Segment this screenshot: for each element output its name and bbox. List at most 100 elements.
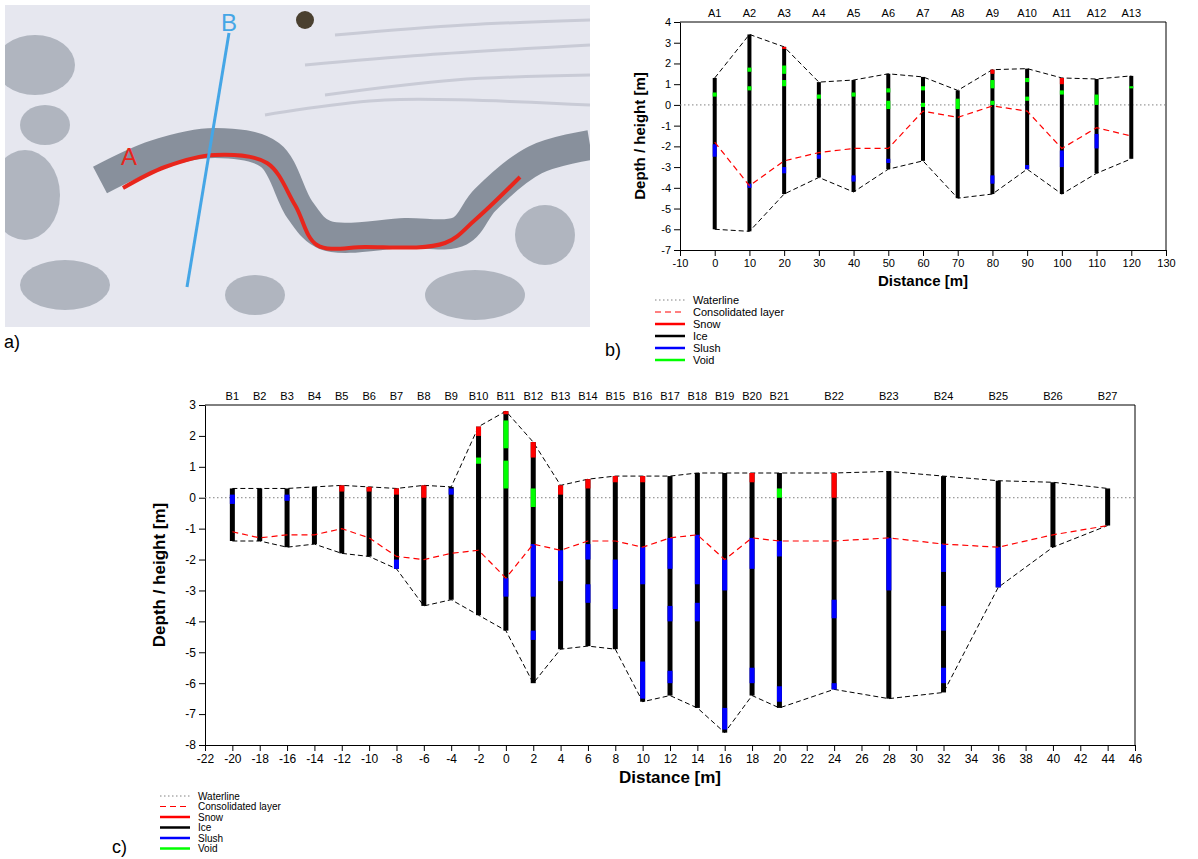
legend-label: Ice xyxy=(198,822,212,833)
legend-swatch xyxy=(655,323,685,326)
tick: 18 xyxy=(746,745,760,766)
core-label: B12 xyxy=(523,390,543,402)
core-layer xyxy=(503,420,508,448)
core-column xyxy=(312,487,317,544)
tick: 16 xyxy=(719,745,733,766)
tick: -2 xyxy=(474,745,485,766)
tick: -2 xyxy=(661,140,680,152)
tick-label: -1 xyxy=(185,522,196,536)
photo-rubble xyxy=(5,150,60,240)
tick-mark xyxy=(342,745,343,751)
legend-label: Consolidated layer xyxy=(198,801,281,812)
core-label: A3 xyxy=(777,7,790,19)
core-layer xyxy=(886,101,890,109)
tick-mark xyxy=(1131,250,1132,256)
tick: 8 xyxy=(612,745,619,766)
core-label: B10 xyxy=(469,390,489,402)
core-layer xyxy=(713,92,717,96)
tick: 2 xyxy=(189,429,205,443)
tick-mark xyxy=(533,745,534,751)
core-layer xyxy=(1129,86,1133,88)
photo-rubble xyxy=(515,205,575,265)
tick-mark xyxy=(199,405,205,406)
tick-label: 100 xyxy=(1053,257,1071,269)
core-layer xyxy=(1095,134,1099,149)
tick: -8 xyxy=(392,745,403,766)
tick-label: 38 xyxy=(1019,752,1033,766)
core-layer xyxy=(1025,78,1029,82)
tick-label: -18 xyxy=(252,752,270,766)
tick-label: -2 xyxy=(474,752,485,766)
tick-label: -1 xyxy=(661,120,671,132)
core-label: A2 xyxy=(743,7,756,19)
core-layer xyxy=(531,544,536,597)
core-layer xyxy=(421,485,426,497)
tick: 22 xyxy=(801,745,815,766)
core-label: A1 xyxy=(708,7,721,19)
tick: 2 xyxy=(665,57,680,69)
tick: 0 xyxy=(712,250,718,269)
tick-mark xyxy=(779,745,780,751)
tick-mark xyxy=(1026,745,1027,751)
photo-track xyxy=(325,75,590,95)
tick-mark xyxy=(674,250,680,251)
core-layer xyxy=(1025,165,1029,169)
core-layer xyxy=(695,603,700,622)
core-layer xyxy=(782,66,786,74)
tick-mark xyxy=(314,745,315,751)
photo-rubble xyxy=(20,105,70,145)
core-layer xyxy=(394,560,399,569)
core-layer xyxy=(777,488,782,497)
core-layer xyxy=(990,101,994,105)
tick-mark xyxy=(615,745,616,751)
core-layer xyxy=(713,144,717,156)
photo-track xyxy=(305,45,590,65)
tick-mark xyxy=(424,745,425,751)
legend-swatch xyxy=(655,312,685,313)
core-layer xyxy=(782,80,786,86)
core-label: A11 xyxy=(1052,7,1071,19)
tick-label: 0 xyxy=(189,491,196,505)
core-layer xyxy=(747,86,751,90)
tick-label: 2 xyxy=(189,429,196,443)
tick: 1 xyxy=(189,460,205,474)
tick-mark xyxy=(199,621,205,622)
tick-mark xyxy=(752,745,753,751)
core-column xyxy=(777,473,782,708)
tick-mark xyxy=(674,63,680,64)
core-layer xyxy=(285,495,290,501)
core-label: A10 xyxy=(1017,7,1037,19)
core-layer xyxy=(668,538,673,569)
tick-label: 16 xyxy=(719,752,733,766)
tick-mark xyxy=(861,745,862,751)
tick-label: -6 xyxy=(185,677,196,691)
tick-label: -3 xyxy=(661,161,671,173)
tick-mark xyxy=(674,105,680,106)
chart-panel: -22-20-18-16-14-12-10-8-6-4-202468101214… xyxy=(150,390,1142,854)
core-layer xyxy=(750,538,755,569)
axis-line xyxy=(205,406,206,746)
tick-label: 40 xyxy=(1047,752,1061,766)
tick: 3 xyxy=(665,37,680,49)
core-layer xyxy=(956,99,960,109)
tick-mark xyxy=(506,745,507,751)
photo-track xyxy=(335,20,590,35)
tick-mark xyxy=(643,745,644,751)
core-layer xyxy=(1095,95,1099,105)
core-layer xyxy=(585,584,590,603)
core-layer xyxy=(852,92,856,96)
chart-panel: -100102030405060708090100110120130-7-6-5… xyxy=(631,7,1176,366)
tick: -18 xyxy=(252,745,270,766)
core-column xyxy=(421,485,426,606)
tick: -5 xyxy=(661,203,680,215)
core-label: B24 xyxy=(934,390,954,402)
core-column xyxy=(257,488,262,541)
tick-label: -6 xyxy=(419,752,430,766)
core-layer xyxy=(695,535,700,584)
tick-mark xyxy=(998,745,999,751)
tick-label: 44 xyxy=(1101,752,1115,766)
tick-label: 2 xyxy=(665,57,671,69)
legend-swatch xyxy=(160,826,190,829)
line-label: B xyxy=(221,9,237,36)
plot-frame xyxy=(1166,22,1167,250)
